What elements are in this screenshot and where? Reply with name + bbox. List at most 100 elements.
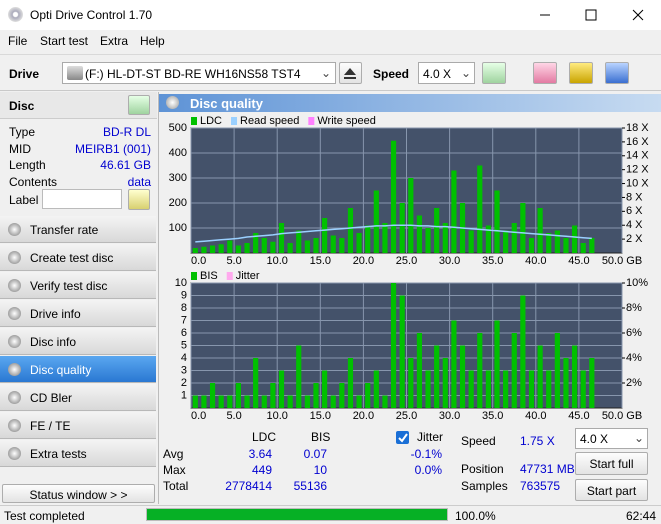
bar — [520, 203, 526, 253]
jitter-checkbox[interactable] — [396, 431, 409, 444]
jitter-value: -0.1% — [410, 447, 442, 461]
y-tick-label: 9 — [181, 289, 187, 301]
bar — [399, 203, 405, 253]
info-key: Contents — [9, 174, 58, 189]
x-tick-label: 10.0 — [266, 255, 287, 267]
drive-label: Drive — [9, 67, 40, 81]
legend-label: LDC — [200, 115, 222, 127]
bar — [580, 370, 586, 408]
disc-title: Disc — [9, 99, 35, 113]
y2-tick-label: 2% — [626, 377, 642, 389]
label-button[interactable] — [128, 189, 150, 210]
bar — [287, 243, 293, 253]
bar — [494, 320, 500, 408]
x-tick-label: 45.0 — [568, 410, 589, 422]
nav-label: Create test disc — [30, 251, 114, 265]
x-tick-label: 20.0 — [353, 255, 374, 267]
menu-item[interactable]: Start test — [40, 34, 89, 48]
bar — [425, 370, 431, 408]
nav-label: CD Bler — [30, 391, 73, 405]
y-tick-label: 8 — [181, 302, 187, 314]
bar — [313, 238, 319, 253]
y-tick-label: 500 — [169, 122, 187, 134]
x-tick-label: 10.0 — [266, 410, 287, 422]
y2-tick-label: 12 X — [626, 164, 649, 176]
bar — [459, 345, 466, 408]
progress-label: 100.0% — [455, 509, 496, 523]
save-button[interactable] — [605, 62, 629, 84]
y-tick-label: 3 — [181, 364, 187, 376]
menu-item[interactable]: Extra — [100, 34, 129, 48]
ldc-value: 449 — [251, 463, 272, 477]
bar — [261, 395, 267, 408]
position-value: 47731 MB — [520, 462, 575, 476]
bar — [442, 223, 448, 253]
samples-value: 763575 — [520, 479, 561, 493]
bar — [218, 395, 224, 408]
menu-item[interactable]: Help — [140, 34, 165, 48]
info-value: MEIRB1 (001) — [74, 141, 151, 156]
nav-button[interactable]: Transfer rate — [0, 216, 156, 243]
bar — [356, 233, 362, 253]
nav-button[interactable]: FE / TE — [0, 412, 156, 439]
status-window-button[interactable]: Status window > > — [2, 484, 155, 503]
bar — [227, 240, 233, 253]
nav-button[interactable]: Verify test disc — [0, 272, 156, 299]
stats-header: LDC — [252, 430, 277, 444]
start-full-button[interactable]: Start full — [575, 452, 648, 475]
nav-button[interactable]: Drive info — [0, 300, 156, 327]
nav-label: Verify test disc — [30, 279, 108, 293]
x-tick-label: 30.0 — [439, 255, 460, 267]
label-input[interactable] — [42, 189, 122, 209]
start-part-button[interactable]: Start part — [575, 479, 648, 501]
progress-fill — [147, 509, 447, 520]
bar — [580, 243, 586, 253]
bar — [589, 238, 595, 253]
test-speed-select[interactable]: 4.0 X ⌄ — [575, 428, 648, 449]
erase-button[interactable] — [533, 62, 557, 84]
disc-refresh[interactable] — [128, 95, 150, 115]
window-controls[interactable] — [530, 0, 661, 30]
bar — [468, 230, 474, 253]
x-tick-label: 5.0 — [226, 255, 241, 267]
bar — [278, 370, 285, 408]
drive-select[interactable]: (F:) HL-DT-ST BD-RE WH16NS58 TST4 ⌄ — [62, 62, 336, 84]
bar — [572, 345, 578, 408]
info-value: 46.61 GB — [100, 158, 151, 172]
nav-label: Transfer rate — [30, 223, 99, 237]
nav-button[interactable]: Disc info — [0, 328, 156, 355]
settings-button[interactable] — [569, 62, 593, 84]
bar — [390, 140, 397, 253]
refresh-button[interactable] — [482, 62, 506, 84]
bar — [382, 395, 388, 408]
nav-label: Extra tests — [30, 447, 87, 461]
y-tick-label: 300 — [169, 172, 187, 184]
nav-button[interactable]: Create test disc — [0, 244, 156, 271]
eject-button[interactable] — [339, 62, 362, 84]
bar — [235, 383, 241, 408]
bar — [270, 383, 276, 408]
separator — [0, 90, 661, 91]
bar — [209, 245, 216, 253]
x-tick-label: 20.0 — [353, 410, 374, 422]
bar — [537, 208, 543, 253]
bar — [546, 370, 552, 408]
x-tick-label: 25.0 — [396, 255, 417, 267]
bar — [382, 223, 388, 253]
nav-button[interactable]: Disc quality — [0, 356, 156, 383]
bar — [322, 218, 328, 253]
nav-button[interactable]: Extra tests — [0, 440, 156, 467]
bar — [537, 345, 543, 408]
bar — [209, 383, 216, 408]
bar — [442, 358, 448, 408]
y2-tick-label: 2 X — [626, 233, 643, 245]
speed-select[interactable]: 4.0 X ⌄ — [418, 62, 475, 84]
menu-item[interactable]: File — [8, 34, 28, 48]
bar — [192, 248, 198, 253]
bar — [485, 370, 491, 408]
bar — [477, 333, 483, 408]
nav-button[interactable]: CD Bler — [0, 384, 156, 411]
bis-value: 0.07 — [303, 447, 327, 461]
y-tick-label: 10 — [175, 277, 187, 289]
